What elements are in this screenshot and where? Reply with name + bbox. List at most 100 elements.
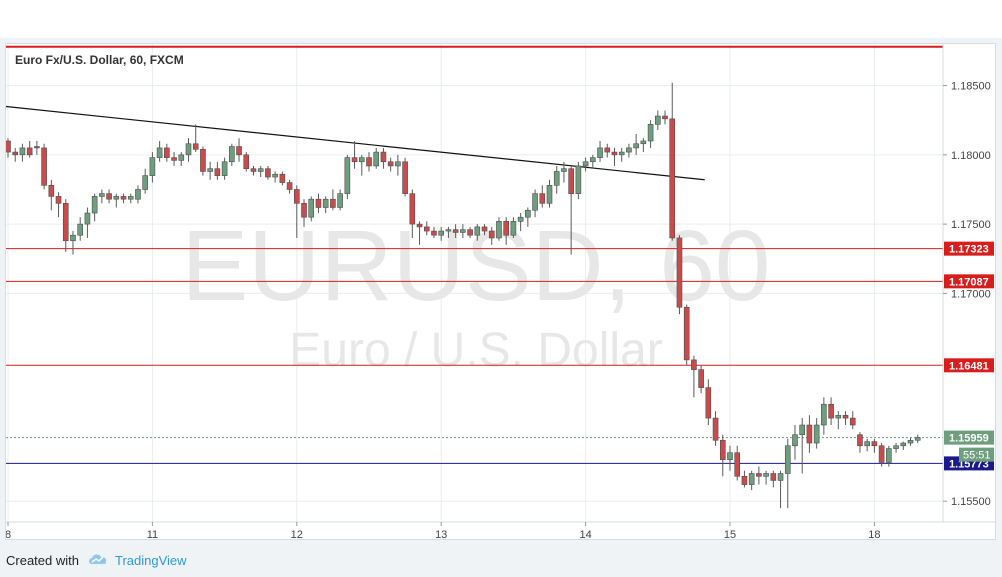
candle — [91, 193, 98, 222]
candle — [756, 466, 762, 485]
candle — [590, 154, 596, 169]
candle-body — [647, 124, 654, 142]
candle-body — [315, 198, 322, 208]
candle-body — [597, 147, 603, 158]
candle — [561, 161, 567, 183]
candle-body — [488, 230, 495, 239]
candle — [366, 152, 372, 172]
candle-body — [792, 434, 798, 447]
candle-body — [756, 473, 762, 477]
candle-body — [452, 229, 459, 233]
candle-body — [337, 193, 343, 208]
candle — [26, 140, 33, 158]
time-axis[interactable]: 8 11 12 13 14 15 18 — [5, 522, 881, 541]
candle — [438, 226, 445, 241]
candle-body — [84, 212, 91, 225]
price-label-3-text: 1.16481 — [949, 360, 989, 372]
candle-body — [395, 161, 401, 167]
candle-body — [48, 185, 55, 197]
candle — [19, 143, 26, 162]
candle-body — [99, 193, 105, 197]
candle — [293, 185, 300, 238]
candle — [200, 146, 206, 176]
candle-body — [481, 226, 488, 232]
candle — [900, 441, 907, 450]
candle — [315, 193, 322, 214]
candle-body — [813, 424, 820, 444]
chart-frame: EURUSD, 60 Euro / U.S. Dollar 1.18500 1.1… — [4, 43, 996, 541]
candle — [878, 443, 885, 467]
x-tick-label: 12 — [291, 529, 303, 539]
candle — [156, 140, 163, 162]
tradingview-cloud-icon[interactable] — [87, 552, 109, 569]
candle-body — [806, 424, 813, 444]
candle — [351, 140, 358, 169]
candle-body — [113, 196, 120, 200]
candle — [691, 355, 697, 398]
y-tick-label: 1.18000 — [951, 150, 991, 162]
candle — [423, 221, 430, 236]
candle — [236, 138, 242, 162]
tradingview-link[interactable]: TradingView — [114, 552, 187, 568]
candle-body — [438, 230, 445, 236]
candle-body — [409, 193, 416, 225]
y-tick-label: 1.17500 — [951, 219, 991, 231]
y-tick-label: 1.18500 — [951, 81, 991, 93]
candle — [62, 199, 69, 252]
candle-body — [900, 442, 907, 447]
candle — [41, 143, 47, 190]
candle — [380, 147, 387, 169]
candle-body — [582, 161, 589, 167]
candle-body — [380, 151, 387, 163]
candle — [34, 140, 40, 155]
candle-body — [265, 168, 271, 178]
current-price-label-badge — [944, 430, 994, 445]
candle-body — [322, 198, 329, 208]
candlestick-chart[interactable]: EURUSD, 60 Euro / U.S. Dollar 1.185001.1… — [4, 44, 995, 541]
candle — [149, 152, 156, 183]
candle-body — [842, 415, 849, 419]
candle-body — [626, 147, 632, 153]
price-label-3-badge — [944, 358, 994, 373]
candle-body — [351, 157, 358, 163]
candle — [532, 189, 538, 218]
candle — [5, 138, 11, 158]
candle-body — [474, 226, 481, 236]
candle — [669, 82, 676, 241]
candle-body — [460, 229, 466, 233]
candle — [135, 185, 141, 204]
candle-body — [705, 387, 712, 419]
candle — [265, 165, 271, 180]
candle-body — [727, 452, 733, 460]
candle-body — [561, 168, 567, 172]
candle — [864, 438, 870, 452]
candle-body — [41, 147, 47, 186]
candle — [705, 379, 712, 426]
candle — [192, 124, 199, 153]
candle — [813, 418, 820, 449]
candle — [640, 138, 647, 153]
candle — [770, 470, 777, 488]
candle — [893, 443, 899, 453]
candle-body — [243, 154, 250, 169]
candle-body — [676, 237, 683, 308]
candle-body — [185, 143, 192, 156]
candle — [113, 193, 120, 208]
candle — [279, 171, 286, 186]
candle — [178, 152, 185, 166]
candle-body — [914, 437, 921, 441]
candle — [106, 189, 112, 204]
candle-body — [91, 196, 98, 214]
candle-body — [691, 359, 697, 370]
candle-body — [358, 157, 365, 163]
price-axis[interactable]: 1.18500 1.18000 1.17500 1.17000 1.15500 — [943, 81, 991, 509]
candle — [409, 189, 416, 238]
candle — [445, 226, 452, 238]
candle-body — [741, 475, 748, 485]
candle — [662, 110, 668, 125]
candle — [857, 431, 863, 453]
top-strip — [0, 0, 1002, 38]
candles — [5, 82, 921, 509]
candle — [99, 189, 105, 204]
